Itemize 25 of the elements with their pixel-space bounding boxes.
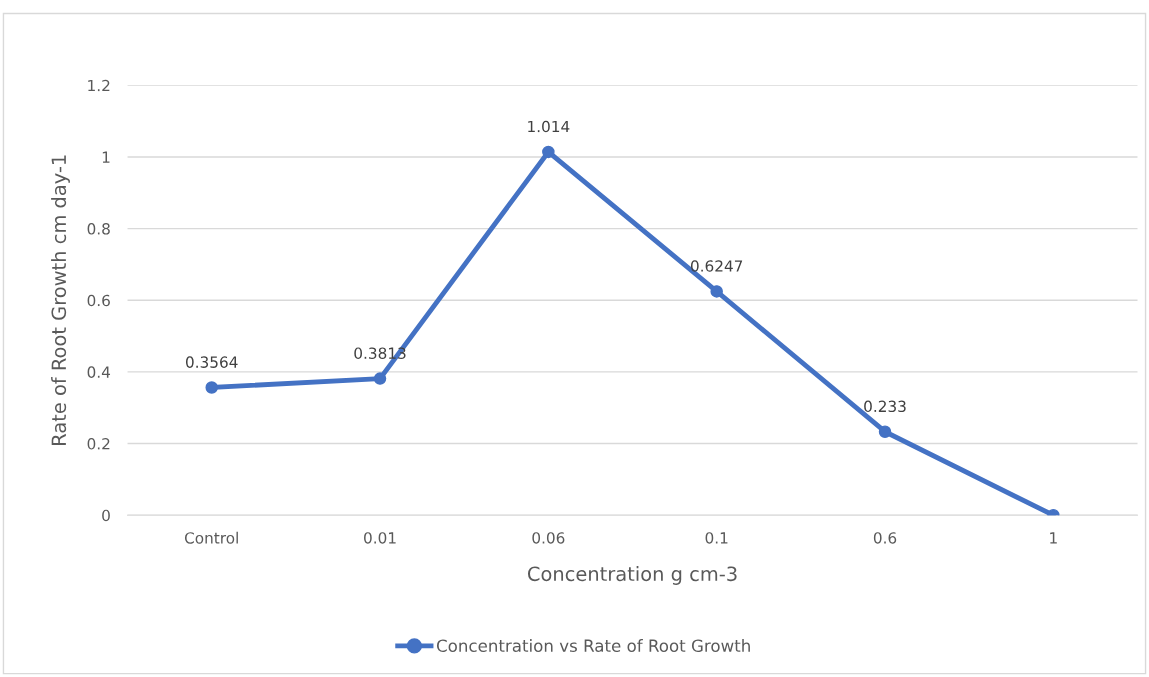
x-tick-label: 1 [1050,532,1057,544]
data-label: 1.014 [528,120,570,133]
y-tick-label: 0.8 [87,223,110,235]
point [373,372,387,385]
x-axis-title: Concentration g cm-3 [527,566,737,585]
point [710,285,723,298]
y-tick-label: 0.4 [87,366,111,378]
x-tick-label: 0.1 [705,532,728,544]
y-tick-label: 1 [102,151,110,163]
point [542,145,555,159]
x-tick-label: 0.6 [873,532,897,544]
data-label: 0.6247 [690,260,743,272]
y-tick-label: 0 [102,509,110,522]
legend-label: Concentration vs Rate of Root Growth [436,639,750,652]
y-axis-title: Rate of Root Growth cm day-1 [51,155,70,445]
x-tick-label: 0.01 [364,532,396,544]
x-tick-label: 0.06 [532,532,565,544]
x-tick-label: Control [184,531,238,544]
data-label: 0.233 [864,400,906,413]
y-tick-label: 0.6 [87,294,110,307]
point [878,425,892,438]
point [205,381,218,394]
y-tick-label: 1.2 [88,79,110,92]
data-label: 0.3564 [185,356,238,368]
y-tick-label: 0.2 [87,438,110,450]
